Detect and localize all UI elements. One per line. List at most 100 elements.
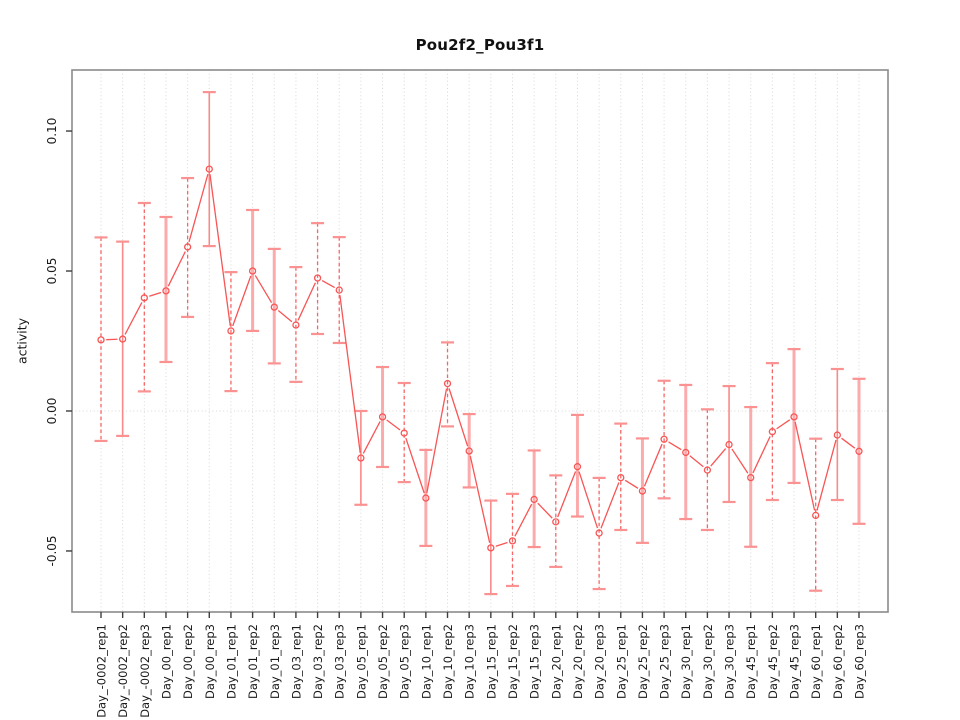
- data-point: [768, 428, 777, 436]
- y-tick-label: 0.10: [45, 118, 59, 145]
- x-tick-label: Day_10_rep2: [441, 624, 455, 699]
- x-tick-label: Day_25_rep2: [636, 624, 650, 699]
- data-point: [443, 379, 452, 388]
- data-line-segment: [321, 279, 335, 289]
- data-point: [812, 511, 820, 520]
- x-tick-label: Day_15_rep2: [506, 624, 520, 699]
- data-line-segment: [689, 455, 704, 468]
- x-tick-label: Day_60_rep2: [831, 624, 845, 699]
- data-line-segment: [624, 479, 639, 489]
- x-tick-label: Day_-0002_rep2: [116, 624, 130, 718]
- x-tick-label: Day_30_rep1: [679, 624, 693, 699]
- x-tick-label: Day_10_rep3: [463, 624, 477, 699]
- data-line-segment: [600, 482, 620, 529]
- data-point: [660, 435, 668, 443]
- data-line-segment: [405, 437, 425, 494]
- data-line-segment: [124, 302, 143, 335]
- data-point: [357, 454, 365, 462]
- data-point: [573, 463, 582, 471]
- data-line-segment: [232, 275, 252, 327]
- data-point: [227, 327, 235, 335]
- data-line-segment: [188, 173, 209, 243]
- data-line-segment: [149, 291, 162, 297]
- data-point: [833, 431, 841, 439]
- data-point: [119, 335, 127, 343]
- x-tick-label: Day_-0002_rep1: [95, 624, 109, 718]
- data-line-segment: [643, 443, 663, 487]
- x-tick-label: Day_01_rep2: [246, 624, 260, 699]
- x-tick-label: Day_03_rep1: [289, 624, 303, 699]
- data-point: [422, 494, 430, 502]
- data-line-segment: [557, 471, 577, 518]
- data-line-segment: [167, 251, 186, 287]
- x-tick-label: Day_01_rep3: [268, 624, 282, 699]
- x-tick-label: Day_45_rep1: [744, 624, 758, 699]
- x-tick-label: Day_15_rep1: [484, 624, 498, 699]
- data-line-segment: [277, 309, 293, 323]
- x-tick-label: Day_03_rep3: [333, 624, 347, 699]
- data-point: [855, 447, 863, 455]
- x-tick-label: Day_01_rep1: [224, 624, 238, 699]
- y-tick-label: 0.05: [45, 258, 59, 285]
- data-point: [162, 287, 170, 295]
- x-tick-label: Day_03_rep2: [311, 624, 325, 699]
- x-tick-label: Day_-0002_rep3: [138, 624, 152, 718]
- data-line-segment: [710, 448, 727, 467]
- x-tick-label: Day_60_rep3: [853, 624, 867, 699]
- y-tick-label: -0.05: [45, 535, 59, 566]
- data-point: [465, 447, 473, 455]
- data-point: [292, 321, 300, 329]
- x-tick-label: Day_25_rep3: [658, 624, 672, 699]
- x-tick-label: Day_00_rep3: [203, 624, 217, 699]
- x-tick-label: Day_20_rep3: [593, 624, 607, 699]
- x-tick-label: Day_45_rep2: [766, 624, 780, 699]
- data-line-segment: [495, 541, 508, 547]
- y-tick-label: 0.00: [45, 398, 59, 425]
- x-tick-label: Day_00_rep1: [159, 624, 173, 699]
- data-point: [682, 448, 690, 457]
- data-line-segment: [841, 437, 856, 449]
- x-tick-label: Day_20_rep2: [571, 624, 585, 699]
- data-point: [487, 544, 495, 552]
- data-point: [400, 429, 408, 437]
- x-tick-label: Day_05_rep2: [376, 624, 390, 699]
- data-line-segment: [668, 441, 682, 451]
- x-tick-label: Day_60_rep1: [809, 624, 823, 699]
- data-point: [313, 274, 322, 282]
- data-point: [205, 165, 213, 173]
- x-tick-label: Day_20_rep1: [549, 624, 563, 699]
- x-tick-label: Day_30_rep3: [723, 624, 737, 699]
- data-line-segment: [386, 419, 401, 431]
- data-point: [378, 413, 387, 421]
- data-point: [248, 267, 257, 275]
- x-tick-label: Day_25_rep1: [614, 624, 628, 699]
- data-point: [703, 466, 712, 474]
- data-line-segment: [339, 295, 361, 453]
- data-line-segment: [731, 448, 749, 474]
- data-line-segment: [578, 471, 599, 529]
- plot-border: [71, 69, 889, 613]
- data-point: [747, 473, 755, 482]
- data-line-segment: [794, 421, 816, 511]
- data-line-segment: [426, 388, 448, 494]
- data-line-segment: [752, 436, 771, 474]
- data-line-segment: [297, 282, 316, 321]
- data-line-segment: [254, 275, 273, 303]
- data-line-segment: [776, 419, 791, 430]
- data-line-segment: [537, 502, 553, 519]
- data-line-segment: [209, 174, 231, 326]
- data-line-segment: [448, 388, 469, 447]
- data-point: [638, 487, 647, 495]
- x-tick-label: Day_05_rep3: [398, 624, 412, 699]
- data-point: [97, 336, 105, 344]
- data-point: [595, 529, 603, 537]
- data-line-segment: [469, 455, 491, 543]
- data-point: [790, 413, 798, 421]
- x-tick-label: Day_05_rep1: [354, 624, 368, 699]
- chart-title: Pou2f2_Pou3f1: [415, 36, 545, 54]
- data-line-segment: [362, 421, 381, 454]
- data-point: [270, 303, 278, 311]
- data-line-segment: [816, 439, 837, 511]
